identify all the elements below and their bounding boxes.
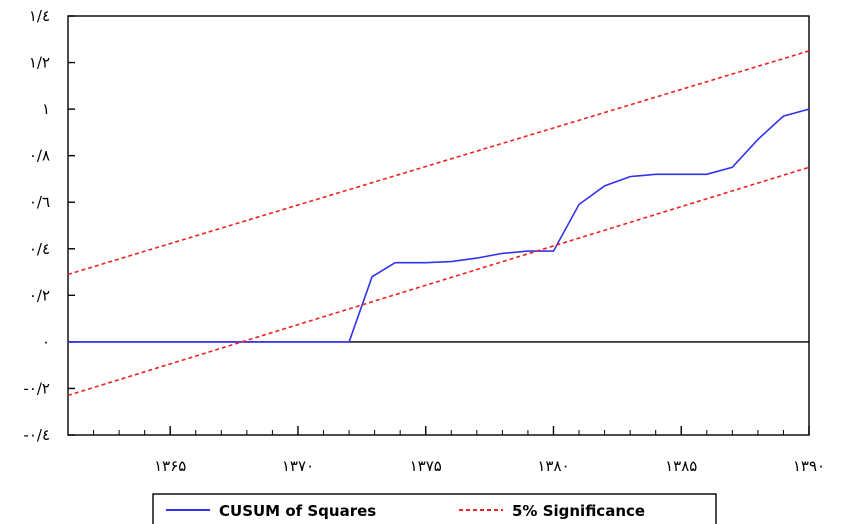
x-tick-label: ۱۳۸۵	[665, 457, 697, 475]
y-tick-label: ۰/٤	[29, 240, 50, 258]
x-tick-label: ۱۳۷۵	[410, 457, 442, 475]
x-tick-label: ۱۳۸۰	[537, 457, 569, 475]
y-tick-label: -۰/۲	[23, 379, 50, 397]
tick-labels: ۱/٤ ۱/۲ ۱ ۰/۸ ۰/٦ ۰/٤ ۰/۲ ۰ -۰/۲ -۰/٤ ۱۳۶۵ ۱۳۷۰ ۱۳۷۵…	[23, 7, 825, 475]
y-tick-label: ۱/٤	[29, 7, 50, 25]
y-tick-label: -۰/٤	[23, 426, 50, 444]
legend-label-significance: 5% Significance	[512, 502, 645, 520]
axis-ticks	[67, 15, 810, 436]
plot-frame	[67, 15, 810, 436]
upper-bound-line	[67, 50, 810, 276]
series-layer	[67, 50, 810, 397]
legend-label-cusum: CUSUM of Squares	[219, 502, 376, 520]
legend-box	[152, 493, 717, 524]
y-tick-label: ۰/۸	[29, 147, 50, 165]
y-tick-label: ۱/۲	[29, 54, 50, 72]
y-tick-label: ۱	[42, 100, 50, 118]
lower-bound-line	[67, 166, 810, 397]
y-tick-label: ۰/٦	[29, 193, 50, 211]
legend: CUSUM of Squares 5% Significance	[152, 493, 717, 524]
cusum-line	[68, 108, 810, 343]
y-tick-label: ۰	[42, 333, 50, 351]
x-tick-label: ۱۳۹۰	[793, 457, 825, 475]
y-tick-label: ۰/۲	[29, 286, 50, 304]
x-tick-label: ۱۳۶۵	[154, 457, 186, 475]
x-tick-label: ۱۳۷۰	[282, 457, 314, 475]
